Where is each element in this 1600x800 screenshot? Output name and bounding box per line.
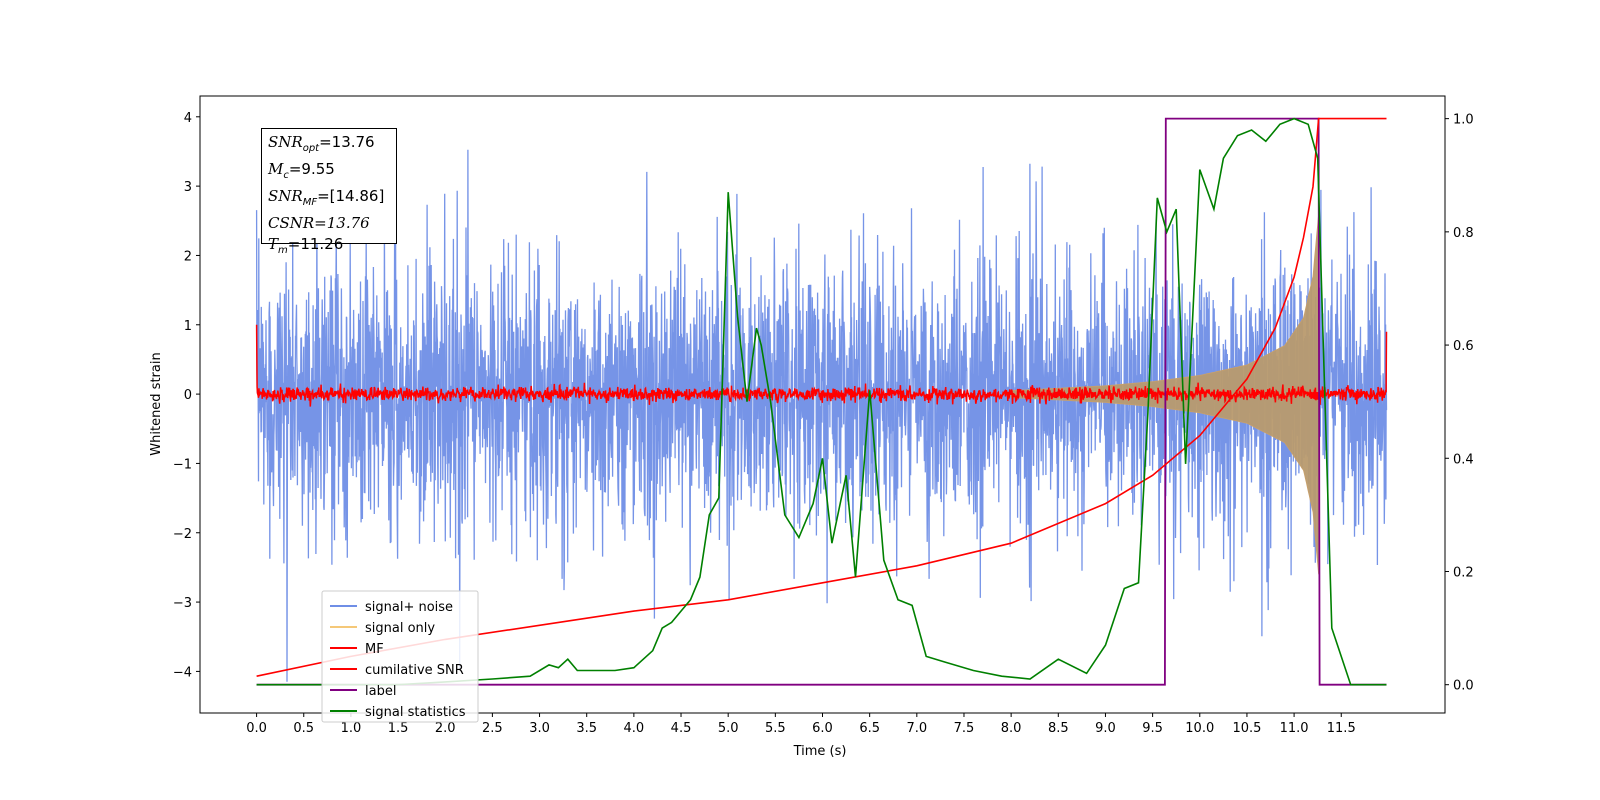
x-tick-label: 8.0 [1001, 721, 1022, 736]
label-line [256, 117, 1387, 686]
x-tick-label: 2.0 [435, 721, 456, 736]
legend-label: signal statistics [365, 705, 466, 720]
x-tick-label: 2.5 [482, 721, 503, 736]
snr-opt-row: SNRopt=13.76 [268, 133, 375, 154]
x-tick-label: 10.5 [1232, 721, 1261, 736]
snr-opt-value: =13.76 [319, 133, 375, 151]
x-tick-label: 4.5 [671, 721, 692, 736]
mf-line [255, 324, 1388, 407]
y-tick-label: −4 [173, 665, 192, 680]
y-tick-label: −3 [173, 596, 192, 611]
x-tick-label: 0.0 [246, 721, 267, 736]
y2-tick-label: 0.2 [1453, 565, 1474, 580]
x-tick-label: 11.0 [1280, 721, 1309, 736]
csnr-row: CSNR=13.76 [268, 213, 396, 234]
x-tick-label: 1.0 [341, 721, 362, 736]
x-tick-label: 5.5 [765, 721, 786, 736]
cumulative-snr-line [256, 117, 1387, 677]
snr-mf-row: SNRMF=[14.86] [268, 187, 385, 208]
legend-label: cumilative SNR [365, 663, 464, 678]
annotation-box: SNRopt=13.76 Mc=9.55 SNRMF=[14.86] CSNR=… [261, 128, 397, 256]
mc-value: =9.55 [288, 160, 335, 178]
csnr-value: CSNR=13.76 [268, 214, 370, 232]
x-tick-label: 7.0 [906, 721, 927, 736]
x-tick-label: 9.5 [1142, 721, 1163, 736]
y-tick-label: 2 [184, 249, 192, 264]
y-tick-label: 3 [184, 180, 192, 195]
signal-statistics-line [256, 117, 1387, 686]
y2-tick-label: 0.8 [1453, 226, 1474, 241]
y-axis-left: 4 3 2 1 0 −1 −2 −3 −4 [173, 111, 200, 680]
y2-tick-label: 1.0 [1453, 113, 1474, 128]
x-tick-label: 3.0 [529, 721, 550, 736]
legend-label: signal+ noise [365, 600, 453, 615]
x-tick-label: 3.5 [576, 721, 597, 736]
x-tick-label: 10.0 [1185, 721, 1214, 736]
x-tick-label: 0.5 [293, 721, 314, 736]
x-tick-label: 8.5 [1048, 721, 1069, 736]
y-axis-label: Whitened strain [149, 352, 164, 455]
x-tick-label: 7.5 [954, 721, 975, 736]
x-tick-label: 5.0 [718, 721, 739, 736]
y-tick-label: 1 [184, 319, 192, 334]
y-axis-right: 1.0 0.8 0.6 0.4 0.2 0.0 [1445, 113, 1474, 694]
right-axis-series [256, 117, 1387, 686]
tm-value: =11.26 [287, 235, 344, 253]
x-axis: 0.0 0.5 1.0 1.5 2.0 2.5 3.0 3.5 4.0 4.5 5.0 5.5 6.0 6… [246, 713, 1356, 736]
y-tick-label: −2 [173, 527, 192, 542]
mf-series [255, 324, 1388, 407]
snr-mf-value: =[14.86] [317, 187, 385, 205]
x-tick-label: 6.0 [812, 721, 833, 736]
x-axis-label: Time (s) [793, 744, 847, 759]
signal-noise-series [255, 143, 1388, 682]
y2-tick-label: 0.0 [1453, 679, 1474, 694]
signal-noise-line [255, 143, 1388, 682]
y2-tick-label: 0.6 [1453, 339, 1474, 354]
x-tick-label: 9.0 [1095, 721, 1116, 736]
y-tick-label: −1 [173, 457, 192, 472]
y-tick-label: 0 [184, 388, 192, 403]
x-tick-label: 1.5 [388, 721, 409, 736]
y2-tick-label: 0.4 [1453, 452, 1474, 467]
legend-label: signal only [365, 621, 435, 636]
mc-row: Mc=9.55 [268, 160, 335, 181]
legend-label: label [365, 684, 396, 699]
y-tick-label: 4 [184, 111, 192, 126]
x-tick-label: 6.5 [859, 721, 880, 736]
tm-row: Tm=11.26 [268, 235, 344, 256]
legend-label: MF [365, 642, 384, 657]
legend: signal+ noise signal only MF cumilative SNR… [321, 590, 479, 723]
x-tick-label: 11.5 [1327, 721, 1356, 736]
x-tick-label: 4.0 [624, 721, 645, 736]
